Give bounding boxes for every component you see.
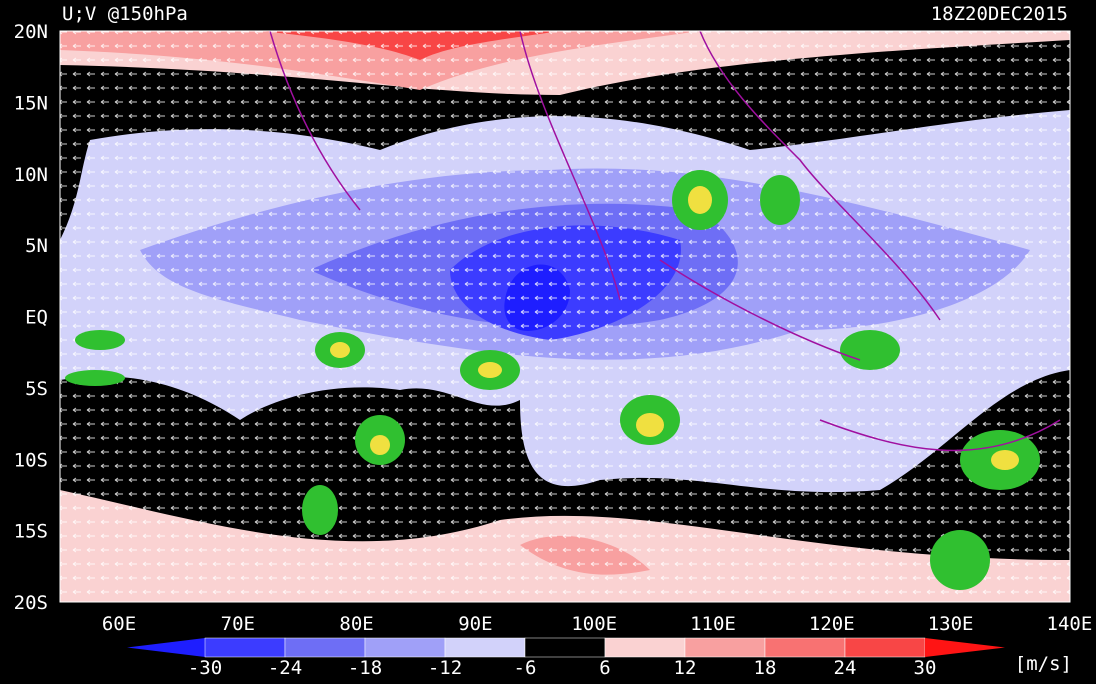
lon-label: 120E (809, 613, 855, 635)
colorbar-box (444, 637, 526, 658)
lon-label: 130E (928, 613, 974, 635)
colorbar-label: -24 (268, 657, 302, 679)
colorbar-box (764, 637, 846, 658)
colorbar-arrow (925, 638, 1005, 657)
lat-label: 10S (14, 449, 48, 471)
lat-label: 10N (14, 164, 48, 186)
colorbar-label: -6 (514, 657, 537, 679)
colorbar-box (284, 637, 366, 658)
lon-label: 60E (102, 613, 136, 635)
title: U;V @150hPa (62, 3, 188, 25)
colorbar-box (524, 637, 606, 658)
colorbar-box (204, 637, 286, 658)
lon-label: 100E (571, 613, 617, 635)
colorbar-label: 30 (914, 657, 937, 679)
lat-label: 15S (14, 521, 48, 543)
lon-label: 70E (221, 613, 255, 635)
colorbar-label: -12 (428, 657, 462, 679)
colorbar-box (844, 637, 926, 658)
map-field (60, 31, 1070, 602)
colorbar-label: 12 (674, 657, 697, 679)
colorbar-box (364, 637, 446, 658)
colorbar-label: -18 (348, 657, 382, 679)
map-frame (59, 30, 1071, 603)
colorbar-label: 24 (834, 657, 857, 679)
lat-label: 5S (25, 378, 48, 400)
colorbar-label: 18 (754, 657, 777, 679)
colorbar-box (684, 637, 766, 658)
unit-label: [m/s] (1015, 653, 1072, 675)
lon-label: 140E (1047, 613, 1093, 635)
lon-label: 80E (339, 613, 373, 635)
lat-label: 20S (14, 592, 48, 614)
colorbar-label: 6 (599, 657, 610, 679)
lat-label: 20N (14, 21, 48, 43)
lon-label: 90E (458, 613, 492, 635)
colorbar-arrow (127, 638, 205, 657)
lon-label: 110E (690, 613, 736, 635)
colorbar-box (604, 637, 686, 658)
colorbar-label: -30 (188, 657, 222, 679)
lat-label: 5N (25, 235, 48, 257)
lat-label: EQ (25, 307, 48, 329)
lat-label: 15N (14, 92, 48, 114)
time-label: 18Z20DEC2015 (931, 3, 1068, 25)
